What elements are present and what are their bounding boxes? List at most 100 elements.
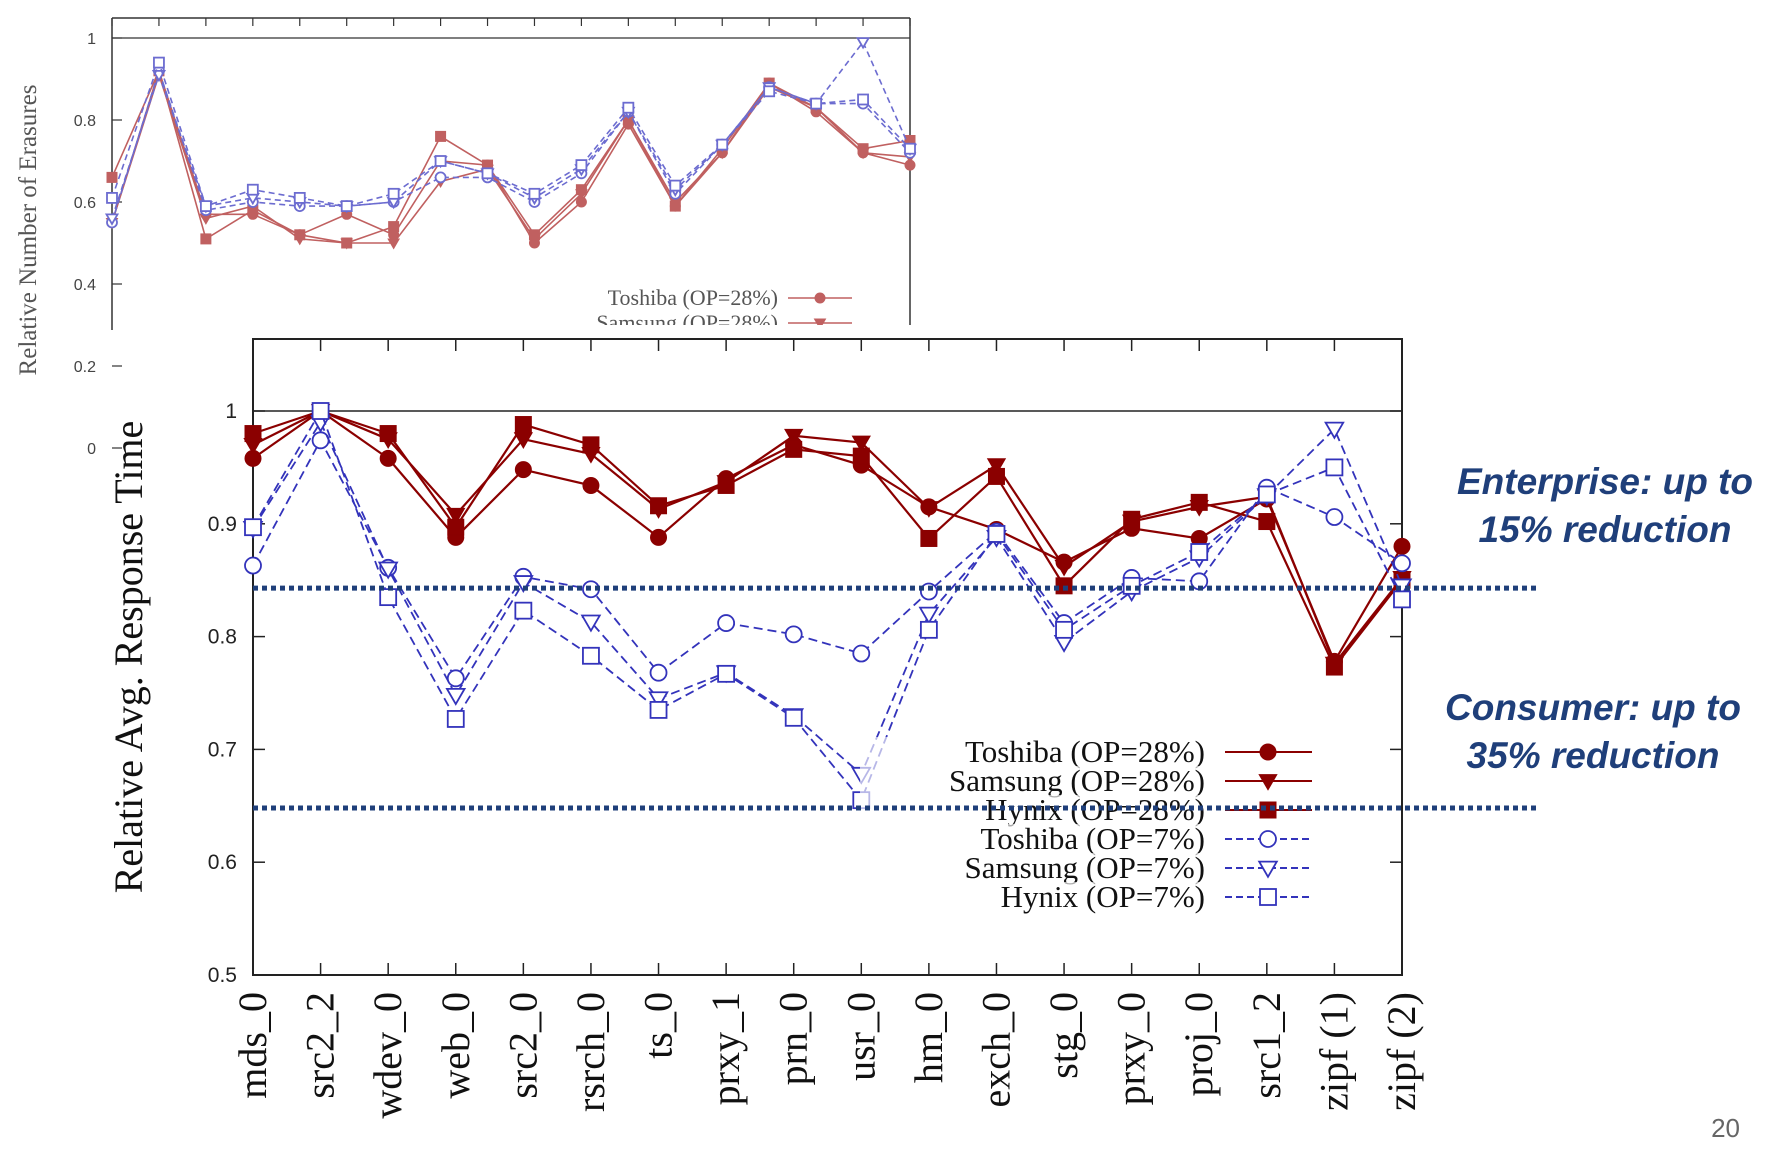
data-point — [784, 625, 803, 644]
legend-marker — [1257, 860, 1279, 879]
bg-series-line-1 — [111, 72, 911, 244]
bg-point — [481, 167, 494, 180]
legend-entry: Samsung (OP=28%) — [949, 763, 1205, 798]
consumer-annotation-line1: Consumer: up to — [1445, 687, 1741, 728]
data-point — [650, 497, 668, 515]
data-point — [852, 644, 871, 663]
data-point — [379, 425, 397, 443]
bg-point — [575, 184, 587, 196]
consumer-annotation-line2: 35% reduction — [1466, 735, 1720, 776]
data-point — [377, 561, 399, 580]
enterprise-annotation-line2: 15% reduction — [1478, 509, 1732, 550]
y-tick-label: 0.5 — [208, 964, 237, 987]
data-point — [851, 435, 871, 453]
bg-legend-marker — [814, 292, 826, 304]
bg-point — [528, 229, 540, 241]
data-point — [514, 416, 532, 434]
data-point — [1055, 620, 1073, 639]
enterprise-annotation-line1: Enterprise: up to — [1456, 461, 1754, 502]
x-tick-label: prxy_0 — [1109, 992, 1154, 1105]
data-point — [852, 447, 870, 465]
legend-entry-backdrop — [860, 766, 1210, 795]
x-tick-label: proj_0 — [1176, 992, 1221, 1096]
bg-point — [388, 221, 400, 233]
data-point — [582, 476, 600, 494]
x-tick-label: exch_0 — [973, 992, 1018, 1108]
data-point — [1393, 554, 1411, 573]
bg-point — [294, 229, 306, 241]
bg-legend-entry: Toshiba (OP=28%) — [608, 285, 778, 310]
legend-marker — [1259, 743, 1277, 761]
x-tick-label: ts_0 — [636, 992, 681, 1059]
data-point — [514, 601, 533, 620]
page-number: 20 — [1711, 1113, 1740, 1143]
background-erasures-chart: 1 0.8 0.6 0.4 0.2 0 Relative Number of Erasure… — [15, 17, 918, 458]
bg-point — [904, 142, 916, 155]
bg-point — [435, 130, 447, 142]
bg-series-line-4 — [111, 40, 911, 219]
data-point — [244, 556, 262, 575]
data-point — [649, 701, 668, 719]
legend-marker — [1259, 830, 1277, 848]
x-tick-label: prxy_1 — [703, 992, 748, 1105]
data-point — [582, 436, 600, 454]
bg-y-axis-label: Relative Number of Erasures — [15, 85, 42, 376]
bg-point — [104, 213, 120, 226]
bg-point — [200, 233, 212, 245]
bg-point — [106, 191, 118, 204]
data-point — [311, 431, 330, 450]
bg-y-tick-label: 1 — [87, 31, 96, 48]
bg-y-tick-label: 0 — [87, 441, 96, 458]
data-point — [1325, 508, 1344, 526]
enterprise-annotation: Enterprise: up to 15% reduction — [1420, 458, 1790, 554]
data-point — [446, 710, 465, 728]
data-point — [311, 402, 330, 420]
x-tick-label: src2_0 — [500, 992, 545, 1099]
bg-point — [293, 191, 306, 204]
bg-plot-area: Toshiba (OP=28%)Samsung (OP=28%) — [104, 37, 918, 330]
data-point — [717, 476, 735, 494]
bg-y-tick-label: 0.2 — [74, 359, 96, 376]
data-point — [717, 614, 736, 632]
data-point — [1123, 510, 1141, 528]
data-point — [244, 518, 262, 537]
data-point — [784, 708, 803, 727]
data-point — [1258, 513, 1276, 531]
data-point — [1190, 493, 1208, 511]
data-point — [580, 614, 602, 633]
legend-entry-backdrop — [860, 882, 1210, 911]
data-point — [987, 525, 1006, 543]
x-tick-label: usr_0 — [838, 992, 883, 1081]
bg-y-tick-label: 0.4 — [74, 277, 96, 294]
x-tick-label: stg_0 — [1041, 992, 1086, 1079]
data-point — [446, 507, 466, 525]
y-tick-label: 1 — [225, 400, 237, 423]
data-point — [1324, 421, 1345, 440]
bg-point — [341, 237, 353, 249]
data-point — [379, 588, 398, 607]
data-point — [447, 518, 465, 536]
bg-point — [855, 37, 871, 50]
legend-entry-backdrop — [860, 853, 1210, 882]
bg-point — [246, 183, 259, 196]
data-point — [1190, 543, 1209, 561]
bg-point — [199, 200, 212, 213]
bg-point — [622, 101, 635, 114]
series-line-2 — [252, 409, 1403, 670]
data-point — [650, 528, 668, 546]
data-point — [1257, 485, 1276, 504]
bg-point — [575, 159, 588, 172]
x-tick-label: rsrch_0 — [568, 992, 613, 1112]
bg-point — [857, 93, 869, 106]
bg-point — [528, 187, 541, 200]
legend-entry: Hynix (OP=7%) — [1001, 879, 1205, 914]
legend-marker — [1258, 774, 1278, 791]
consumer-annotation: Consumer: up to 35% reduction — [1408, 684, 1778, 780]
x-tick-label: zipf (2) — [1379, 992, 1424, 1111]
data-point — [649, 663, 668, 682]
x-tick-label: prn_0 — [771, 992, 816, 1085]
bg-point — [716, 138, 729, 151]
x-tick-label: mds_0 — [230, 992, 275, 1099]
reduction-reference-lines — [253, 585, 1540, 811]
